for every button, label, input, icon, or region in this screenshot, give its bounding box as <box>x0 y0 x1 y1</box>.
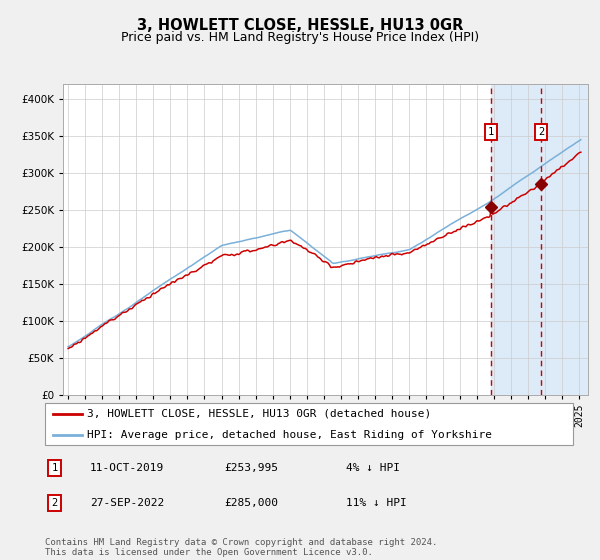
Bar <box>491 84 589 395</box>
Text: 27-SEP-2022: 27-SEP-2022 <box>90 498 164 508</box>
Text: Price paid vs. HM Land Registry's House Price Index (HPI): Price paid vs. HM Land Registry's House … <box>121 31 479 44</box>
Text: 2: 2 <box>52 498 58 508</box>
Text: £253,995: £253,995 <box>224 463 278 473</box>
Text: 11% ↓ HPI: 11% ↓ HPI <box>346 498 407 508</box>
Text: Contains HM Land Registry data © Crown copyright and database right 2024.
This d: Contains HM Land Registry data © Crown c… <box>45 538 437 557</box>
Text: 3, HOWLETT CLOSE, HESSLE, HU13 0GR (detached house): 3, HOWLETT CLOSE, HESSLE, HU13 0GR (deta… <box>87 409 431 419</box>
Text: 3, HOWLETT CLOSE, HESSLE, HU13 0GR: 3, HOWLETT CLOSE, HESSLE, HU13 0GR <box>137 18 463 34</box>
Text: 4% ↓ HPI: 4% ↓ HPI <box>346 463 400 473</box>
Text: 1: 1 <box>52 463 58 473</box>
Text: £285,000: £285,000 <box>224 498 278 508</box>
Text: 1: 1 <box>488 127 494 137</box>
Text: HPI: Average price, detached house, East Riding of Yorkshire: HPI: Average price, detached house, East… <box>87 430 492 440</box>
Text: 2: 2 <box>538 127 544 137</box>
FancyBboxPatch shape <box>45 403 573 445</box>
Text: 11-OCT-2019: 11-OCT-2019 <box>90 463 164 473</box>
